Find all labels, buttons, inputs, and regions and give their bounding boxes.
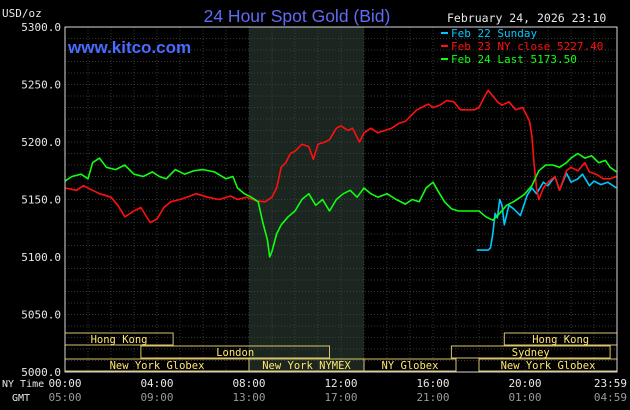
session-label: New York Globex — [110, 360, 205, 372]
timestamp: February 24, 2026 23:10 — [447, 11, 606, 25]
legend-entry: Feb 24 Last 5173.50 — [451, 53, 577, 66]
session-label: New York Globex — [501, 360, 596, 372]
gmt-row-label: GMT — [12, 393, 30, 404]
series-line-3 — [64, 152, 617, 258]
x-tick-label-gmt: 13:00 — [232, 391, 265, 404]
unit-label: USD/oz — [2, 7, 42, 20]
session-label: Sydney — [512, 347, 550, 359]
y-tick-label: 5100.0 — [21, 251, 61, 264]
x-tick-label-ny: 04:00 — [140, 377, 173, 390]
x-tick-label-gmt: 01:00 — [508, 391, 541, 404]
y-tick-label: 5250.0 — [21, 79, 61, 92]
y-tick-label: 5200.0 — [21, 136, 61, 149]
x-tick-label-gmt: 05:00 — [48, 391, 81, 404]
series-line-2 — [64, 89, 617, 224]
x-tick-label-ny: 20:00 — [508, 377, 541, 390]
x-tick-label-gmt: 21:00 — [416, 391, 449, 404]
y-tick-label: 5050.0 — [21, 309, 61, 322]
chart-title: 24 Hour Spot Gold (Bid) — [204, 6, 391, 26]
x-tick-label-gmt: 17:00 — [324, 391, 357, 404]
legend-entry: Feb 23 NY close 5227.40 — [451, 40, 603, 53]
session-label: Hong Kong — [91, 334, 148, 346]
session-box — [140, 345, 330, 359]
session-box — [450, 345, 611, 359]
x-tick-label-gmt: 09:00 — [140, 391, 173, 404]
legend-entry: Feb 22 Sunday — [451, 27, 537, 40]
session-label: NY Globex — [382, 360, 439, 372]
session-label: Hong Kong — [532, 334, 589, 346]
x-tick-label-ny: 00:00 — [48, 377, 81, 390]
x-tick-label-ny: 08:00 — [232, 377, 265, 390]
plot-frame — [64, 26, 618, 373]
x-tick-label-ny: 23:59 — [594, 377, 627, 390]
watermark: www.kitco.com — [67, 38, 191, 57]
session-label: New York NYMEX — [262, 360, 351, 372]
session-box — [363, 358, 457, 372]
session-label: London — [216, 347, 254, 359]
x-tick-label-gmt: 04:59 — [594, 391, 627, 404]
y-tick-label: 5300.0 — [21, 21, 61, 34]
x-tick-label-ny: 12:00 — [324, 377, 357, 390]
ny-time-row-label: NY Time — [2, 379, 44, 390]
x-tick-label-ny: 16:00 — [416, 377, 449, 390]
y-tick-label: 5150.0 — [21, 194, 61, 207]
y-tick-label: 5000.0 — [21, 366, 61, 379]
